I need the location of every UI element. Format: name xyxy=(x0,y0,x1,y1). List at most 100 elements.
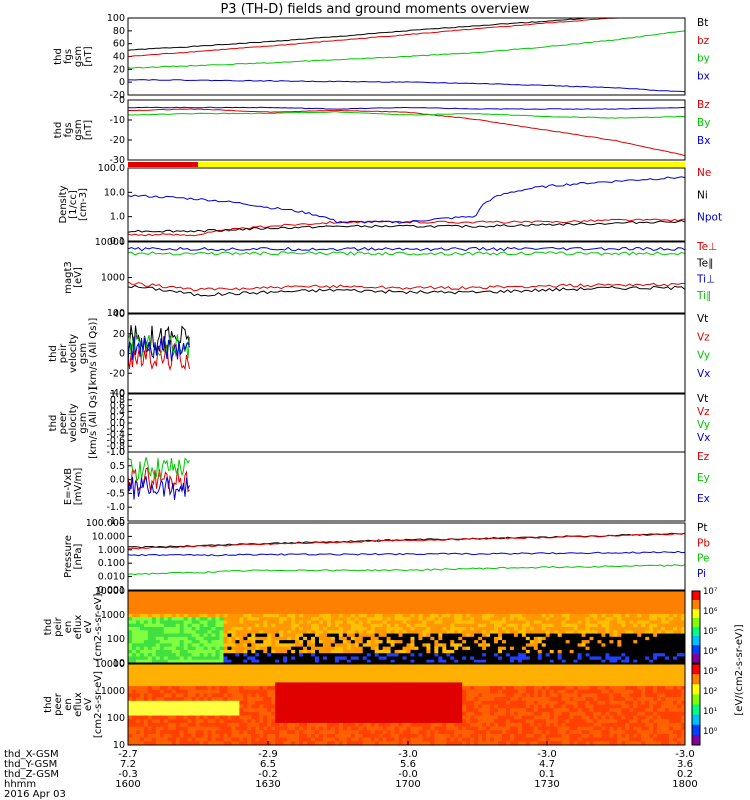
heatmap-cell xyxy=(267,653,272,657)
heatmap-cell xyxy=(406,594,411,598)
heatmap-cell xyxy=(175,682,181,687)
heatmap-cell xyxy=(167,719,173,724)
heatmap-cell xyxy=(171,722,177,727)
y-axis-label-line: velocity xyxy=(68,403,79,442)
legend-label-Te∥: Te∥ xyxy=(696,257,713,269)
heatmap-cell xyxy=(553,649,559,654)
heatmap-cell xyxy=(366,613,372,618)
heatmap-cell xyxy=(199,667,204,672)
heatmap-cell xyxy=(573,597,578,602)
heatmap-cell xyxy=(665,633,670,638)
heatmap-cell xyxy=(279,617,284,621)
heatmap-cell xyxy=(279,653,284,657)
heatmap-cell xyxy=(549,617,555,621)
heatmap-cell xyxy=(517,630,523,634)
heatmap-cell xyxy=(135,700,141,705)
heatmap-cell xyxy=(299,600,304,605)
heatmap-cell xyxy=(135,682,141,687)
heatmap-cell xyxy=(183,693,189,698)
heatmap-cell xyxy=(382,700,388,705)
heatmap-cell xyxy=(394,671,399,676)
heatmap-cell xyxy=(251,693,256,698)
heatmap-cell xyxy=(569,594,574,598)
heatmap-cell xyxy=(358,733,364,739)
heatmap-cell xyxy=(366,620,372,625)
heatmap-cell xyxy=(326,693,332,698)
heatmap-cell xyxy=(422,653,427,657)
heatmap-cell xyxy=(299,607,304,612)
heatmap-cell xyxy=(346,722,352,727)
heatmap-cell xyxy=(167,667,173,672)
heatmap-cell xyxy=(247,617,252,621)
heatmap-cell xyxy=(147,627,153,631)
heatmap-cell xyxy=(346,591,352,595)
heatmap-cell xyxy=(263,689,268,694)
heatmap-cell xyxy=(227,620,232,625)
heatmap-cell xyxy=(263,633,268,638)
heatmap-cell xyxy=(295,636,300,641)
heatmap-cell xyxy=(334,715,340,720)
heatmap-cell xyxy=(167,649,173,654)
heatmap-cell xyxy=(669,630,674,634)
heatmap-cell xyxy=(187,726,193,731)
heatmap-cell xyxy=(406,719,411,724)
heatmap-cell xyxy=(537,646,543,651)
heatmap-cell xyxy=(299,597,304,602)
heatmap-cell xyxy=(199,640,204,644)
heatmap-cell xyxy=(573,627,578,631)
heatmap-cell xyxy=(426,697,431,702)
heatmap-cell xyxy=(227,613,232,618)
heatmap-cell xyxy=(597,607,602,612)
heatmap-cell xyxy=(275,610,280,615)
heatmap-cell xyxy=(354,730,360,735)
heatmap-cell xyxy=(322,656,328,661)
heatmap-cell xyxy=(318,607,324,612)
heatmap-cell xyxy=(657,653,662,657)
heatmap-cell xyxy=(398,697,403,702)
heatmap-cell xyxy=(382,711,388,716)
heatmap-cell xyxy=(227,697,232,702)
heatmap-cell xyxy=(251,633,256,638)
heatmap-cell xyxy=(358,741,364,746)
heatmap-cell xyxy=(159,689,165,694)
heatmap-cell xyxy=(665,620,670,625)
heatmap-cell xyxy=(203,682,208,687)
heatmap-cell xyxy=(299,697,304,702)
heatmap-cell xyxy=(470,604,475,608)
heatmap-cell xyxy=(215,613,220,618)
heatmap-cell xyxy=(131,675,137,680)
heatmap-cell xyxy=(366,653,372,657)
heatmap-cell xyxy=(438,597,443,602)
heatmap-cell xyxy=(175,643,181,648)
heatmap-cell xyxy=(295,715,300,720)
y-tick-label: -0.2 xyxy=(106,424,125,435)
heatmap-cell xyxy=(151,715,157,720)
heatmap-cell xyxy=(581,597,586,602)
heatmap-cell xyxy=(251,737,256,742)
heatmap-cell xyxy=(267,715,272,720)
heatmap-cell xyxy=(263,704,268,709)
heatmap-cell xyxy=(227,636,232,641)
heatmap-cell xyxy=(346,711,352,716)
heatmap-cell xyxy=(661,613,666,618)
heatmap-cell xyxy=(295,607,300,612)
heatmap-cell xyxy=(235,617,240,621)
series-line-By xyxy=(127,111,686,119)
heatmap-cell xyxy=(386,708,391,713)
heatmap-cell xyxy=(346,597,352,602)
heatmap-cell xyxy=(303,630,308,634)
heatmap-cell xyxy=(295,704,300,709)
heatmap-cell xyxy=(549,633,555,638)
heatmap-cell xyxy=(303,678,308,683)
heatmap-cell xyxy=(342,594,348,598)
heatmap-cell xyxy=(299,633,304,638)
heatmap-cell xyxy=(414,656,419,661)
heatmap-cell xyxy=(211,594,216,598)
heatmap-cell xyxy=(318,627,324,631)
heatmap-cell xyxy=(537,643,543,648)
heatmap-cell xyxy=(203,617,208,621)
heatmap-cell xyxy=(207,630,212,634)
heatmap-cell xyxy=(573,604,578,608)
heatmap-cell xyxy=(366,682,372,687)
heatmap-cell xyxy=(557,613,563,618)
